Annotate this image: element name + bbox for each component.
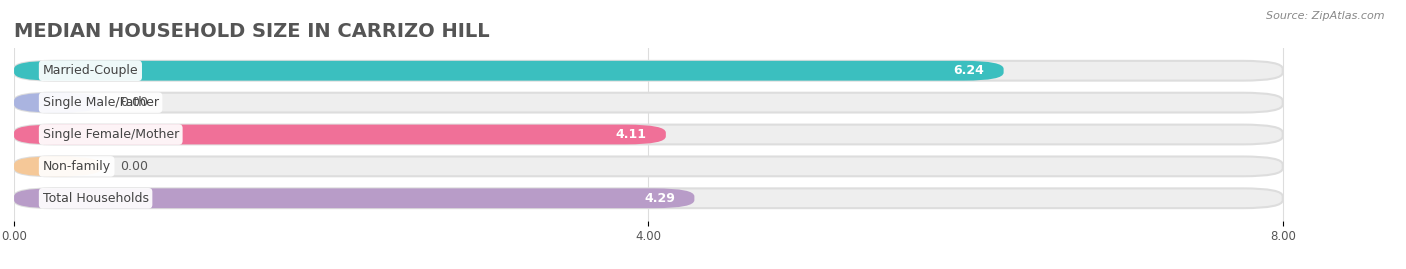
FancyBboxPatch shape — [14, 93, 101, 112]
Text: 0.00: 0.00 — [121, 160, 148, 173]
FancyBboxPatch shape — [14, 61, 1004, 81]
Text: Non-family: Non-family — [42, 160, 111, 173]
Text: Total Households: Total Households — [42, 192, 149, 205]
FancyBboxPatch shape — [14, 157, 101, 176]
Text: Single Female/Mother: Single Female/Mother — [42, 128, 179, 141]
Text: 4.29: 4.29 — [644, 192, 675, 205]
Text: Source: ZipAtlas.com: Source: ZipAtlas.com — [1267, 11, 1385, 21]
FancyBboxPatch shape — [14, 188, 1282, 208]
FancyBboxPatch shape — [14, 61, 1282, 81]
Text: 0.00: 0.00 — [121, 96, 148, 109]
FancyBboxPatch shape — [14, 125, 666, 144]
Text: Married-Couple: Married-Couple — [42, 64, 138, 77]
Text: 4.11: 4.11 — [616, 128, 647, 141]
Text: 6.24: 6.24 — [953, 64, 984, 77]
Text: Single Male/Father: Single Male/Father — [42, 96, 159, 109]
FancyBboxPatch shape — [14, 188, 695, 208]
FancyBboxPatch shape — [14, 125, 1282, 144]
FancyBboxPatch shape — [14, 93, 1282, 112]
Text: MEDIAN HOUSEHOLD SIZE IN CARRIZO HILL: MEDIAN HOUSEHOLD SIZE IN CARRIZO HILL — [14, 22, 489, 41]
FancyBboxPatch shape — [14, 157, 1282, 176]
